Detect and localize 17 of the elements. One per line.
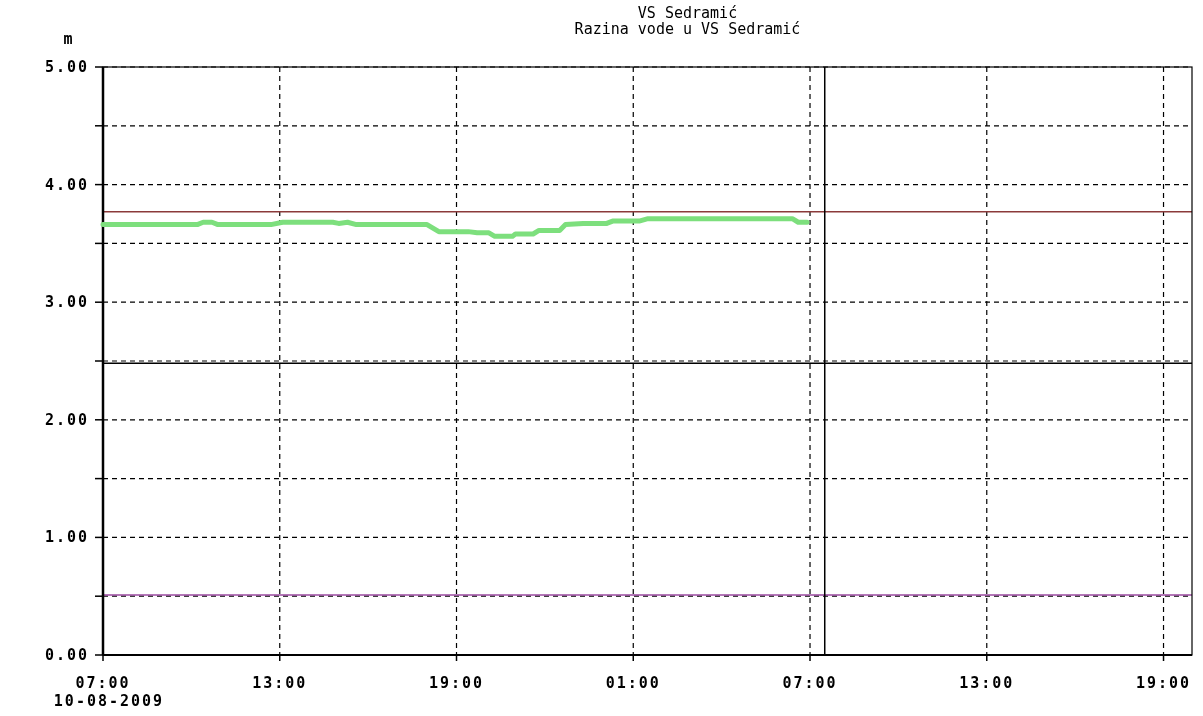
x-tick-label: 19:00 bbox=[428, 674, 485, 692]
y-tick-label: 5.00 bbox=[44, 58, 89, 76]
x-tick-label: 19:00 bbox=[1135, 674, 1192, 692]
x-tick-label: 13:00 bbox=[959, 674, 1015, 692]
y-tick-label: 1.00 bbox=[44, 528, 89, 547]
x-tick-label: 13:00 bbox=[252, 674, 308, 692]
y-tick-label: 0.00 bbox=[44, 646, 89, 664]
y-axis-title: m bbox=[63, 30, 73, 48]
chart-subtitle: Razina vode u VS Sedramić bbox=[574, 20, 801, 38]
y-tick-label: 3.00 bbox=[44, 293, 89, 312]
x-tick-label: 07:00 bbox=[75, 674, 131, 692]
text: 10-08-2009 bbox=[53, 692, 165, 710]
chart-title: VS Sedramić bbox=[637, 4, 738, 22]
y-tick-label: 4.00 bbox=[44, 175, 89, 194]
y-tick-label: 2.00 bbox=[44, 410, 89, 429]
x-tick-label: 07:00 bbox=[782, 674, 838, 692]
x-tick-label: 01:00 bbox=[605, 674, 661, 692]
